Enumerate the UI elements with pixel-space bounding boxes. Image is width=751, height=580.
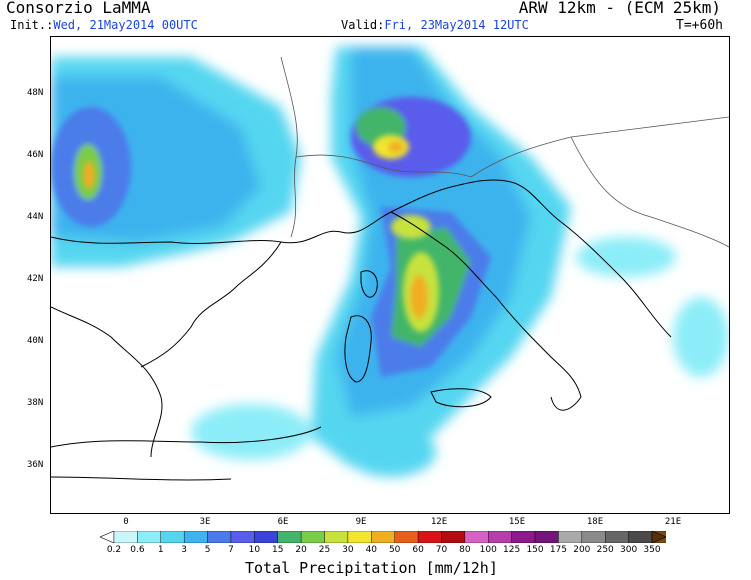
colorbar-tick-label: 70 (435, 545, 448, 555)
colorbar-swatch (628, 531, 653, 543)
colorbar-swatch (300, 531, 325, 543)
colorbar-swatch (254, 531, 278, 543)
colorbar-tick-label: 30 (342, 545, 354, 555)
colorbar-over-triangle (651, 531, 666, 543)
colorbar-swatch (511, 531, 536, 543)
lon-label: 12E (430, 517, 448, 527)
model-title: ARW 12km - (ECM 25km) (518, 0, 721, 17)
borders (280, 56, 729, 248)
colorbar-swatch (347, 531, 372, 543)
colorbar-tick-label: 0.6 (130, 545, 145, 555)
colorbar-swatch (183, 531, 208, 543)
colorbar-swatch (558, 531, 583, 543)
valid-label: Valid: (341, 18, 385, 32)
colorbar (100, 531, 666, 543)
colorbar-swatch (230, 531, 255, 543)
colorbar-swatch (581, 531, 606, 543)
lon-label: 15E (508, 517, 526, 527)
org-title: Consorzio LaMMA (6, 0, 151, 17)
colorbar-swatch (464, 531, 489, 543)
colorbar-swatch (605, 531, 629, 543)
lon-label: 9E (355, 517, 367, 527)
colorbar-tick-label: 25 (318, 545, 331, 555)
lead-time: T=+60h (676, 18, 723, 33)
colorbar-tick-label: 250 (596, 545, 614, 555)
colorbar-tick-label: 50 (388, 545, 401, 555)
lat-label: 48N (27, 88, 44, 98)
colorbar-swatch (207, 531, 232, 543)
colorbar-swatch (324, 531, 349, 543)
init-time: Init.:Wed, 21May2014 00UTC (10, 18, 198, 32)
lon-label: 6E (277, 517, 289, 527)
colorbar-tick-label: 15 (272, 545, 284, 555)
coastlines (51, 179, 672, 481)
colorbar-tick-label: 1 (157, 545, 164, 555)
colorbar-tick-label: 150 (526, 545, 544, 555)
map-canvas (51, 47, 729, 481)
colorbar-swatch (534, 531, 559, 543)
valid-value: Fri, 23May2014 12UTC (384, 18, 529, 32)
colorbar-tick-label: 60 (412, 545, 424, 555)
colorbar-swatch (441, 531, 466, 543)
lon-label: 3E (199, 517, 211, 527)
colorbar-swatch (113, 531, 138, 543)
colorbar-title: Total Precipitation [mm/12h] (245, 559, 498, 577)
colorbar-swatch (277, 531, 302, 543)
colorbar-tick-label: 100 (479, 545, 497, 555)
colorbar-tick-label: 10 (248, 545, 261, 555)
lon-label: 21E (664, 517, 682, 527)
colorbar-tick-label: 5 (204, 545, 211, 555)
init-value: Wed, 21May2014 00UTC (53, 18, 198, 32)
colorbar-swatch (394, 531, 419, 543)
lon-label: 18E (586, 517, 604, 527)
precipitation-map (50, 36, 730, 514)
colorbar-tick-label: 80 (459, 545, 471, 555)
colorbar-tick-label: 20 (295, 545, 307, 555)
colorbar-tick-label: 7 (228, 545, 234, 555)
lat-label: 42N (27, 274, 44, 284)
precip-field-heavy (83, 135, 439, 332)
colorbar-tick-label: 0.2 (106, 545, 122, 555)
colorbar-tick-label: 175 (549, 545, 568, 555)
lat-label: 44N (27, 212, 44, 222)
valid-time: Valid:Fri, 23May2014 12UTC (341, 18, 529, 32)
lon-label: 0 (123, 517, 129, 527)
colorbar-tick-label: 40 (365, 545, 378, 555)
colorbar-swatch (371, 531, 395, 543)
init-label: Init.: (10, 18, 54, 32)
lat-label: 36N (27, 460, 44, 470)
lat-label: 40N (27, 336, 44, 346)
colorbar-tick-label: 300 (620, 545, 638, 555)
colorbar-under-triangle (100, 531, 115, 543)
colorbar-swatch (488, 531, 512, 543)
colorbar-swatch (417, 531, 442, 543)
colorbar-tick-label: 125 (503, 545, 521, 555)
colorbar-tick-label: 350 (643, 545, 661, 555)
colorbar-swatch (137, 531, 161, 543)
colorbar-tick-label: 200 (573, 545, 591, 555)
lat-label: 38N (27, 398, 44, 408)
colorbar-swatch (160, 531, 185, 543)
lat-label: 46N (27, 150, 44, 160)
colorbar-tick-label: 3 (181, 545, 188, 555)
